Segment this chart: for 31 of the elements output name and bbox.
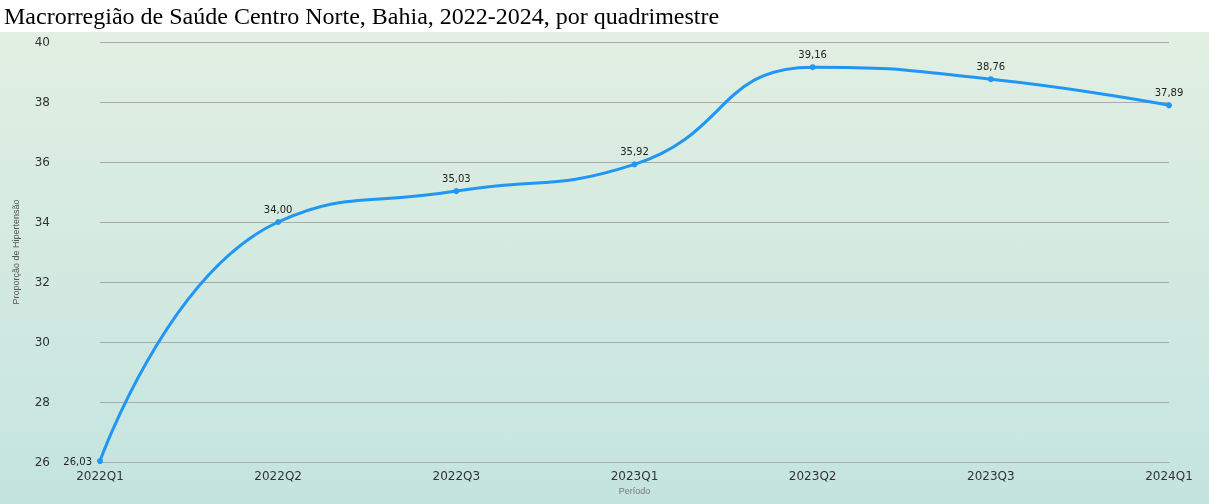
x-tick-label: 2023Q3 [967, 469, 1015, 483]
y-tick-label: 34 [34, 215, 50, 229]
data-label: 34,00 [263, 203, 293, 215]
y-tick-label: 30 [34, 335, 50, 349]
data-label: 35,03 [442, 172, 471, 184]
y-tick-label: 26 [34, 455, 50, 469]
point [97, 458, 103, 465]
x-axis-title: Período [618, 486, 651, 497]
y-tick-label: 38 [34, 95, 50, 109]
point [275, 219, 282, 225]
y-axis-title: Proporção de Hipertensão [10, 199, 21, 305]
y-tick-label: 36 [34, 155, 50, 169]
x-tick-label: 2024Q1 [1145, 469, 1193, 483]
data-label: 26,03 [63, 455, 92, 467]
point [987, 76, 994, 83]
data-label: 39,16 [798, 48, 827, 60]
data-label: 35,92 [620, 145, 649, 157]
x-tick-label: 2023Q2 [788, 469, 837, 483]
point [809, 64, 816, 71]
chart-title: Macrorregião de Saúde Centro Norte, Bahia, 2022-2024, por quadrimestre [3, 2, 721, 31]
data-label: 38,76 [976, 60, 1006, 72]
point [453, 188, 460, 195]
x-tick-label: 2022Q2 [254, 469, 302, 483]
point [1166, 102, 1172, 109]
x-tick-label: 2022Q3 [432, 469, 481, 483]
x-tick-label: 2022Q1 [76, 469, 124, 483]
y-tick-label: 28 [34, 395, 50, 409]
y-tick-label: 32 [34, 275, 50, 289]
x-tick-label: 2023Q1 [610, 469, 659, 483]
data-label: 37,89 [1154, 86, 1184, 98]
y-tick-label: 40 [34, 35, 50, 49]
